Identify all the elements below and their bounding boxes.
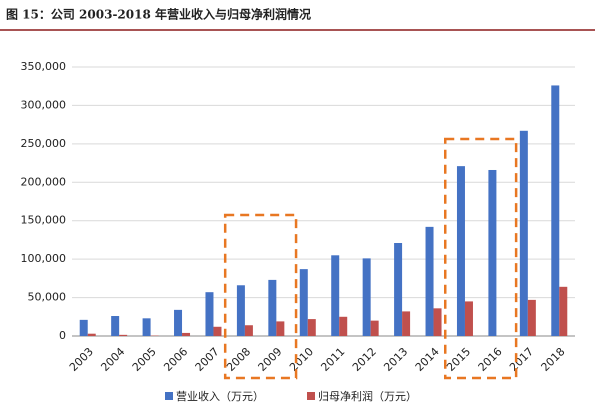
y-tick-label: 150,000 bbox=[21, 214, 67, 227]
bar bbox=[371, 321, 379, 336]
y-tick-label: 100,000 bbox=[21, 252, 67, 265]
y-tick-label: 300,000 bbox=[21, 98, 67, 111]
bar bbox=[528, 300, 536, 336]
bar bbox=[339, 317, 347, 336]
bar bbox=[237, 285, 245, 336]
y-tick-label: 350,000 bbox=[21, 60, 67, 73]
x-tick-label: 2009 bbox=[256, 345, 285, 374]
bar bbox=[300, 269, 308, 336]
bar bbox=[402, 311, 410, 336]
bar bbox=[245, 325, 253, 336]
legend-label: 归母净利润（万元） bbox=[318, 389, 417, 403]
bar bbox=[434, 308, 442, 336]
x-tick-label: 2018 bbox=[539, 345, 568, 374]
bar bbox=[551, 85, 559, 336]
bar bbox=[88, 334, 96, 336]
legend-label: 营业收入（万元） bbox=[176, 389, 264, 403]
legend-swatch bbox=[165, 392, 173, 400]
bar bbox=[308, 319, 316, 336]
x-tick-label: 2015 bbox=[444, 345, 473, 374]
bar bbox=[363, 258, 371, 336]
y-tick-label: 250,000 bbox=[21, 137, 67, 150]
bar bbox=[426, 227, 434, 336]
bar bbox=[488, 170, 496, 336]
bar bbox=[111, 316, 119, 336]
x-tick-label: 2010 bbox=[287, 345, 316, 374]
bar bbox=[520, 131, 528, 336]
y-tick-label: 0 bbox=[59, 329, 66, 342]
bar bbox=[394, 243, 402, 336]
bar bbox=[276, 321, 284, 336]
bar bbox=[559, 287, 567, 336]
y-tick-label: 200,000 bbox=[21, 175, 67, 188]
bar bbox=[174, 310, 182, 336]
x-tick-label: 2006 bbox=[161, 345, 190, 374]
bar bbox=[465, 301, 473, 336]
x-tick-label: 2007 bbox=[193, 345, 222, 374]
x-tick-label: 2013 bbox=[381, 345, 410, 374]
x-tick-label: 2017 bbox=[507, 345, 536, 374]
x-tick-label: 2011 bbox=[318, 345, 347, 374]
bar bbox=[457, 166, 465, 336]
y-tick-label: 50,000 bbox=[28, 291, 67, 304]
x-tick-label: 2012 bbox=[350, 345, 379, 374]
x-tick-label: 2003 bbox=[67, 345, 96, 374]
x-tick-label: 2004 bbox=[98, 345, 127, 374]
bar bbox=[80, 320, 88, 336]
bar bbox=[143, 318, 151, 336]
x-tick-label: 2005 bbox=[130, 345, 159, 374]
bar bbox=[331, 255, 339, 336]
x-tick-label: 2016 bbox=[476, 345, 505, 374]
bar bbox=[119, 335, 127, 336]
x-tick-label: 2014 bbox=[413, 345, 442, 374]
x-tick-label: 2008 bbox=[224, 345, 253, 374]
bar bbox=[268, 280, 276, 336]
chart-title: 图 15：公司 2003-2018 年营业收入与归母净利润情况 bbox=[6, 7, 311, 22]
bar bbox=[213, 327, 221, 336]
bar bbox=[182, 333, 190, 336]
bar bbox=[205, 292, 213, 336]
highlight-box bbox=[445, 139, 516, 378]
legend-swatch bbox=[307, 392, 315, 400]
